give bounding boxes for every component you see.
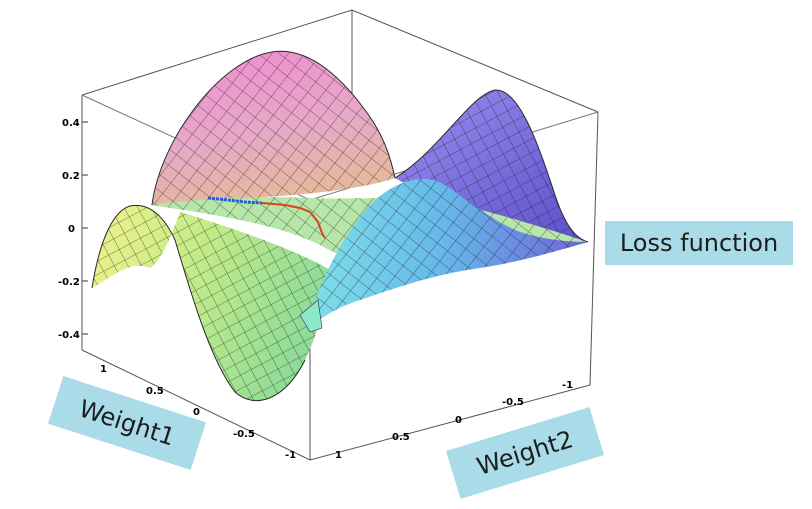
weight2-axis: 1 0.5 0 -0.5 -1 [335,380,573,461]
weight2-tick-label: 0 [455,415,462,426]
weight1-axis: 1 0.5 0 -0.5 -1 [100,364,296,461]
loss-function-label: Loss function [605,221,793,265]
weight2-tick-label: -0.5 [502,397,524,408]
gradient-descent-path [207,196,326,239]
weight1-tick-label: 0 [193,407,200,418]
z-tick-label: 0 [68,224,75,235]
weight1-tick-label: -1 [285,450,296,461]
weight2-tick-label: -1 [562,380,573,391]
weight1-tick-label: 1 [100,364,107,375]
z-tick-label: -0.2 [58,277,80,288]
descent-path-blue [207,196,263,205]
z-tick-label: -0.4 [58,330,80,341]
weight2-tick-label: 0.5 [392,432,410,443]
z-tick-label: 0.4 [62,118,80,129]
weight1-tick-label: 0.5 [146,386,164,397]
descent-path-red [261,202,326,239]
weight2-tick-label: 1 [335,450,342,461]
surface-dip [299,299,323,333]
z-tick-label: 0.2 [62,171,80,182]
z-axis: 0.4 0.2 0 -0.2 -0.4 [58,118,88,341]
surface-cyan-valley [305,178,588,330]
surface-green-lobe [92,205,330,401]
surface-purple-peak [395,89,588,242]
surface-outline [91,50,589,401]
weight1-tick-label: -0.5 [233,429,255,440]
surface-pink-peak [152,51,395,205]
